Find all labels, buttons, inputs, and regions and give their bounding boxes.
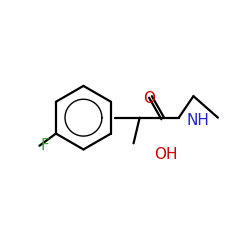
- Text: OH: OH: [154, 147, 178, 162]
- Text: F: F: [41, 138, 50, 153]
- Text: O: O: [144, 90, 156, 106]
- Text: NH: NH: [186, 112, 209, 128]
